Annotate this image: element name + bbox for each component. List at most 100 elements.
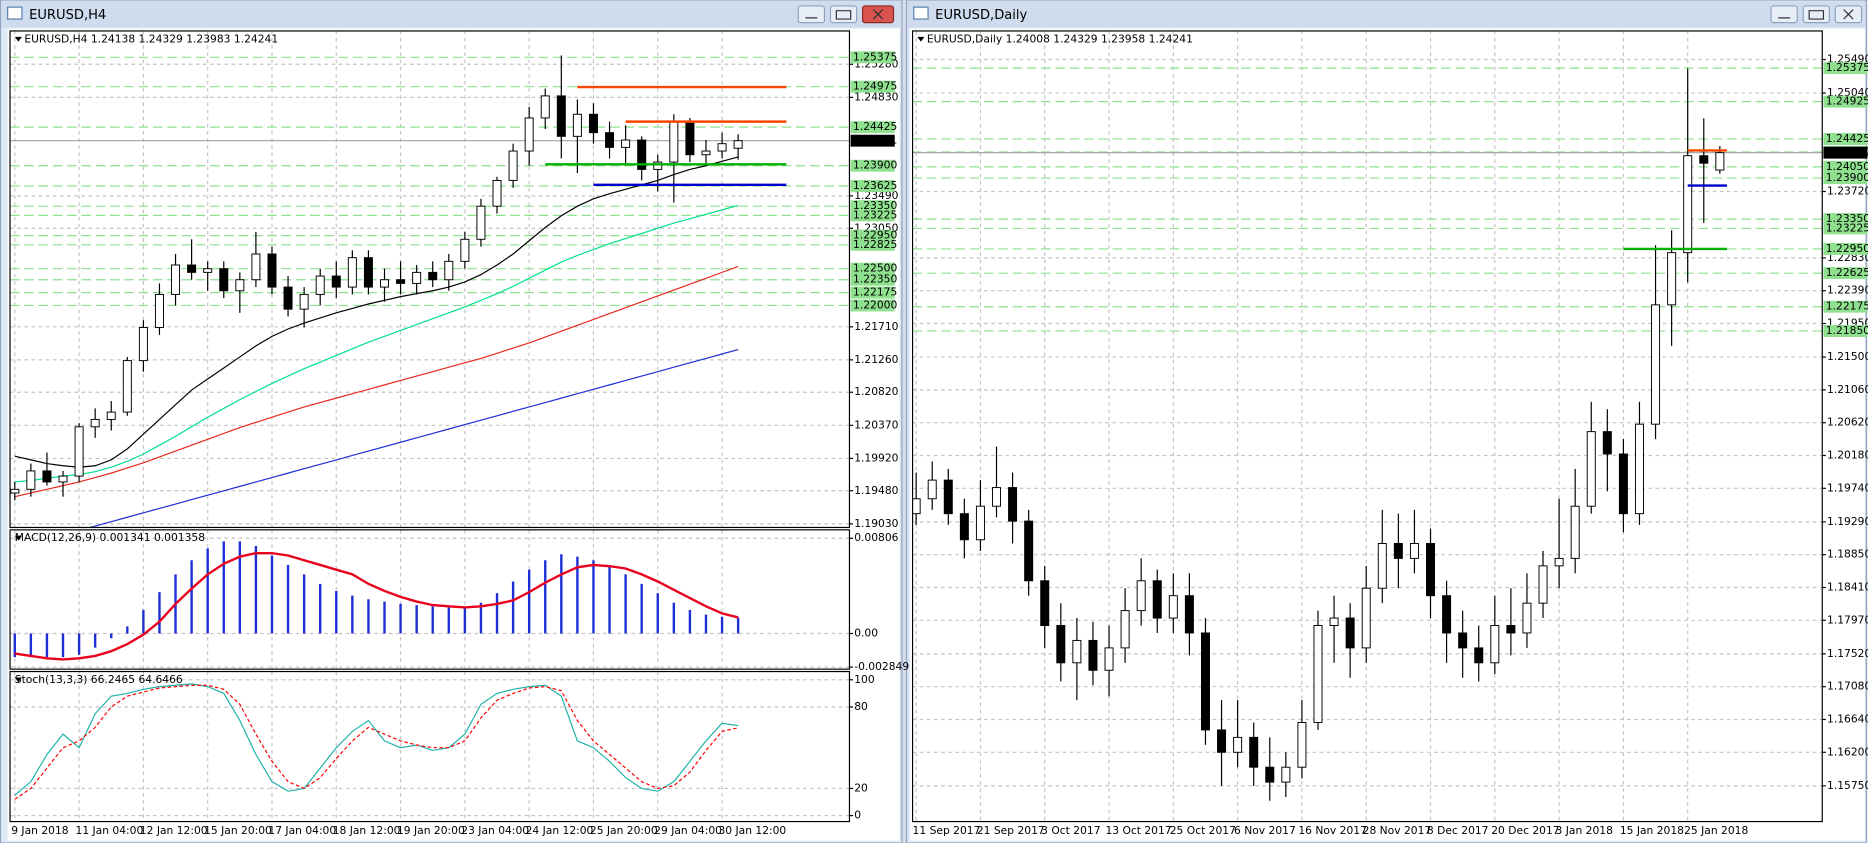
candle-body: [1458, 632, 1468, 649]
minimize-button[interactable]: [797, 5, 826, 24]
candle-body: [251, 253, 261, 281]
price-label: 1.24241: [1826, 146, 1868, 159]
y-tick-label: 1.19480: [854, 484, 898, 497]
level-label-box: [850, 80, 895, 93]
candle-body: [1297, 721, 1307, 768]
candle-body: [588, 113, 598, 134]
pane-border: [9, 529, 851, 670]
candle-body: [460, 238, 470, 262]
level-label: 1.23625: [853, 179, 897, 192]
candle-body: [299, 293, 309, 310]
candle-body: [1393, 543, 1403, 559]
x-tick-label: 21 Sep 2017: [977, 824, 1045, 837]
level-label-box: [1823, 242, 1868, 255]
candle-body: [1426, 543, 1436, 597]
candle-body: [396, 279, 406, 284]
x-tick-label: 8 Dec 2017: [1427, 824, 1489, 837]
level-label-box: [850, 229, 895, 242]
y-tick-label: 1.20180: [1827, 448, 1868, 461]
candle-body: [1249, 736, 1259, 768]
title-bar: [907, 1, 1866, 28]
level-label-box: [1823, 222, 1868, 235]
x-tick-label: 20 Dec 2017: [1491, 824, 1559, 837]
candle-body: [380, 279, 389, 288]
candle-body: [540, 95, 550, 119]
stoch-line: [14, 684, 739, 800]
candle-body: [605, 132, 615, 148]
y-tick-label: 1.23490: [854, 189, 898, 202]
window-icon: [913, 6, 929, 20]
candle-body: [492, 179, 502, 207]
x-tick-label: 11 Jan 04:00: [76, 824, 144, 837]
minimize-button[interactable]: [1770, 5, 1798, 24]
level-label-box: [850, 51, 895, 64]
level-label: 1.23900: [853, 159, 897, 172]
level-label: 1.24425: [1826, 132, 1868, 145]
level-label-box: [1823, 172, 1868, 185]
candle-body: [331, 275, 341, 288]
chart-background: [910, 28, 1866, 841]
candle-body: [58, 475, 68, 483]
x-tick-label: 25 Jan 2018: [1684, 824, 1748, 837]
candle-body: [1538, 565, 1548, 604]
candle-body: [1200, 632, 1210, 731]
pane-info: MACD(12,26,9) 0.001341 0.001358: [15, 531, 205, 544]
candle-body: [1570, 505, 1580, 559]
candle-body: [1008, 487, 1018, 522]
x-tick-label: 25 Jan 20:00: [590, 824, 658, 837]
y-tick-label: 1.21060: [1827, 383, 1868, 396]
y-tick-label: 1.18410: [1827, 580, 1868, 593]
info-arrow: [14, 36, 22, 42]
y-tick-label: 1.18850: [1827, 548, 1868, 561]
level-label: 1.22175: [853, 286, 897, 299]
y-tick-label: 1.21260: [854, 353, 898, 366]
level-label: 1.22950: [1826, 242, 1868, 255]
level-label-box: [850, 121, 895, 134]
level-label: 1.24425: [853, 120, 897, 133]
candle-body: [315, 275, 325, 295]
y-tick-label: 1.16200: [1827, 745, 1868, 758]
candle-body: [283, 286, 293, 310]
level-label: 1.22825: [853, 238, 897, 251]
candle-body: [1522, 602, 1532, 634]
level-label: 1.25375: [853, 50, 897, 63]
candle-body: [1602, 431, 1612, 455]
candle-body: [621, 139, 631, 148]
level-label-box: [1823, 132, 1868, 145]
candle-body: [412, 271, 422, 284]
level-label-box: [1823, 325, 1868, 337]
candle-body: [138, 327, 148, 362]
candle-body: [187, 264, 197, 273]
y-tick-label: -0.002849: [854, 660, 909, 673]
y-tick-label: 1.20370: [854, 418, 898, 431]
maximize-button[interactable]: [1802, 5, 1830, 24]
x-tick-label: 16 Nov 2017: [1298, 824, 1367, 837]
level-label-box: [850, 200, 895, 213]
candle-body: [106, 411, 116, 420]
level-label: 1.24975: [853, 80, 897, 93]
x-tick-label: 23 Jan 04:00: [461, 824, 529, 837]
candle-body: [1329, 617, 1339, 626]
info-arrow: [917, 36, 925, 42]
x-tick-label: 11 Sep 2017: [913, 824, 981, 837]
x-tick-label: 18 Jan 12:00: [333, 824, 401, 837]
candle-body: [1490, 625, 1500, 664]
x-tick-label: 19 Jan 20:00: [397, 824, 465, 837]
level-label-box: [1823, 95, 1868, 108]
candle-body: [1281, 766, 1291, 783]
pane-info: Stoch(13,3,3) 66.2465 64.6466: [15, 673, 183, 686]
candle-body: [1088, 639, 1098, 671]
candle-body: [1345, 617, 1355, 649]
level-label-box: [1823, 160, 1868, 173]
info-arrow: [14, 677, 22, 683]
candle-body: [637, 139, 647, 170]
level-label: 1.24050: [1826, 160, 1868, 173]
candle-body: [219, 268, 229, 292]
pane-info: EURUSD,Daily 1.24008 1.24329 1.23958 1.2…: [927, 32, 1193, 45]
level-label-box: [850, 262, 895, 275]
maximize-button[interactable]: [829, 5, 858, 24]
candle-body: [733, 140, 743, 149]
candle-body: [235, 279, 245, 292]
level-label: 1.22625: [1826, 266, 1868, 279]
